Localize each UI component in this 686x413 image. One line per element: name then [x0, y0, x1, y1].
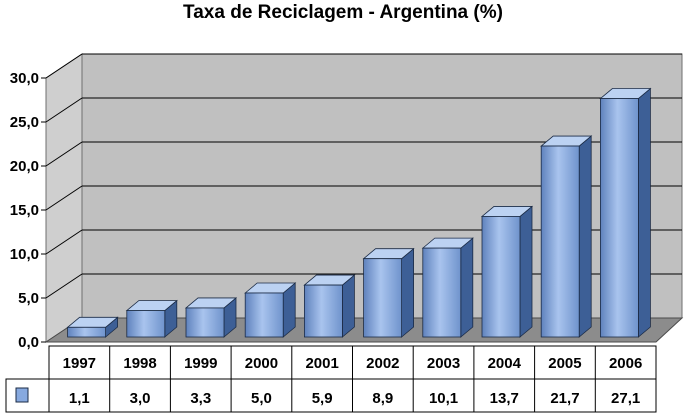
- y-tick-label: 0,0: [18, 334, 39, 351]
- y-tick-label: 5,0: [18, 290, 39, 307]
- y-axis-ticks: 0,0 5,0 10,0 15,0 20,0 25,0 30,0: [10, 70, 46, 351]
- gridline-side: [45, 273, 83, 299]
- bar-front: [67, 326, 106, 338]
- x-category-label: 2004: [488, 355, 522, 372]
- bars: [66, 87, 652, 338]
- x-category-label: 2000: [245, 355, 278, 372]
- y-tick-label: 20,0: [10, 158, 39, 175]
- bar-2005: [540, 135, 593, 338]
- data-value-label: 13,7: [490, 390, 519, 407]
- data-table: 1997 1,1 1998 3,0 1999 3,3 2000 5,0 2001 5,9 2002 8…: [5, 345, 657, 413]
- bar-front: [126, 310, 166, 338]
- data-value-label: 21,7: [550, 390, 579, 407]
- y-tick-label: 10,0: [10, 246, 39, 263]
- bar-side: [638, 87, 651, 338]
- bar-front: [481, 216, 521, 338]
- gridline-side: [45, 229, 83, 255]
- gridline-side: [45, 97, 83, 123]
- bar-front: [422, 247, 462, 338]
- chart-title: Taxa de Reciclagem - Argentina (%): [183, 2, 503, 23]
- bar-front: [303, 284, 343, 338]
- data-value-label: 5,0: [251, 390, 272, 407]
- x-category-label: 1998: [123, 355, 156, 372]
- data-value-label: 3,0: [130, 390, 151, 407]
- bar-front: [363, 258, 403, 338]
- bar-front: [185, 307, 225, 338]
- bar-2001: [303, 274, 356, 338]
- bar-2002: [362, 247, 415, 338]
- bar-1998: [125, 299, 178, 338]
- bar-2006: [599, 87, 652, 338]
- x-category-label: 1999: [184, 355, 217, 372]
- legend-key: [15, 387, 29, 403]
- x-category-label: 2005: [548, 355, 581, 372]
- bar-front: [540, 145, 580, 338]
- x-category-label: 1997: [63, 355, 96, 372]
- bar-2003: [421, 237, 474, 338]
- data-value-label: 1,1: [69, 390, 90, 407]
- x-category-label: 2001: [305, 355, 338, 372]
- bar-1997: [66, 316, 119, 338]
- x-category-label: 2003: [427, 355, 460, 372]
- data-value-label: 5,9: [312, 390, 333, 407]
- data-value-label: 8,9: [372, 390, 393, 407]
- bar-front: [244, 292, 284, 338]
- bar-side: [578, 135, 592, 338]
- data-value-label: 3,3: [190, 390, 211, 407]
- gridline-side: [45, 185, 83, 211]
- bar-side: [519, 205, 533, 338]
- bar-2000: [244, 282, 297, 338]
- y-tick-label: 25,0: [10, 114, 39, 131]
- gridline-side: [45, 141, 83, 167]
- table-value-row: [5, 378, 657, 413]
- y-tick-label: 30,0: [10, 70, 39, 87]
- bar-2004: [480, 205, 534, 338]
- gridline-side: [45, 53, 83, 79]
- x-category-label: 2006: [609, 355, 642, 372]
- y-tick-label: 15,0: [10, 202, 39, 219]
- bar-1999: [184, 297, 238, 338]
- bar-side: [460, 237, 474, 338]
- bar-side: [401, 247, 415, 338]
- bar-side: [341, 274, 355, 338]
- x-category-label: 2002: [366, 355, 399, 372]
- bar-front: [600, 98, 639, 338]
- data-value-label: 10,1: [429, 390, 458, 407]
- data-value-label: 27,1: [611, 390, 640, 407]
